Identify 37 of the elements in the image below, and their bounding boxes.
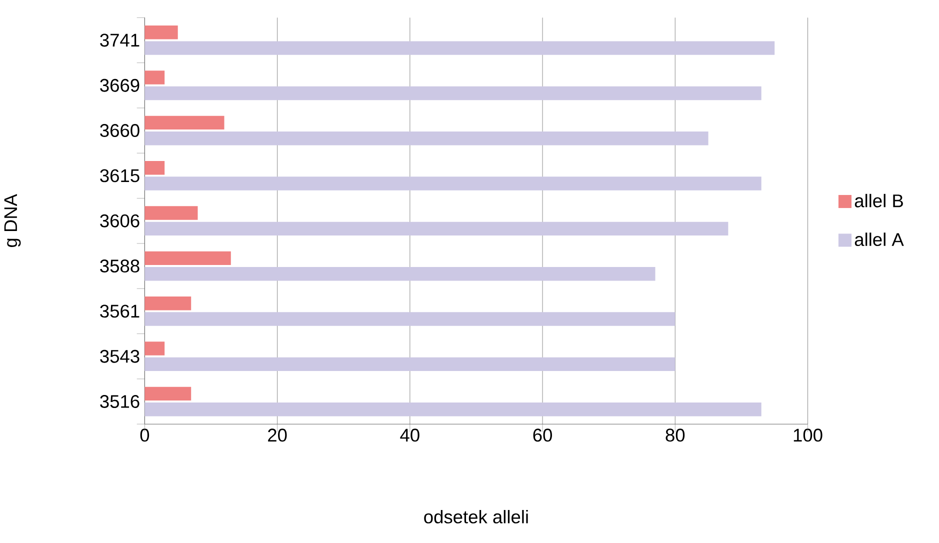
bar: [144, 402, 762, 416]
bar: [144, 296, 192, 310]
y-tick-label: 3516: [100, 395, 140, 408]
bar: [144, 358, 676, 372]
bar: [144, 222, 728, 236]
bar: [144, 342, 165, 356]
x-tick-label: 0: [140, 428, 150, 442]
bar: [144, 116, 224, 130]
y-axis-title: g DNA: [4, 194, 21, 248]
y-tick-label: 3615: [100, 169, 140, 182]
x-tick-label: 100: [794, 428, 822, 442]
x-axis-title: odsetek alleli: [424, 510, 528, 524]
bar: [144, 26, 178, 40]
bar: [144, 86, 762, 100]
legend-label: allel B: [854, 194, 903, 208]
y-tick-label: 3543: [100, 350, 140, 364]
legend-label: allel A: [854, 232, 904, 246]
bar: [144, 176, 762, 191]
bar: [144, 161, 165, 175]
bar: [144, 41, 775, 56]
bar: [144, 70, 165, 85]
y-tick-label: 3660: [100, 124, 140, 138]
bar: [144, 387, 192, 401]
bar: [144, 252, 231, 266]
x-tick-label: 20: [268, 428, 287, 442]
y-tick-label: 3561: [100, 304, 140, 318]
bar: [144, 206, 198, 220]
x-tick-label: 40: [400, 428, 420, 442]
bar: [144, 312, 676, 326]
y-tick-label: 3606: [100, 214, 140, 228]
bar: [144, 267, 656, 281]
x-tick-label: 60: [533, 428, 552, 442]
y-tick-label: 3588: [100, 260, 140, 273]
y-tick-label: 3669: [100, 79, 140, 92]
x-tick-label: 80: [666, 428, 685, 442]
y-tick-label: 3741: [100, 34, 140, 47]
bar: [144, 132, 708, 146]
